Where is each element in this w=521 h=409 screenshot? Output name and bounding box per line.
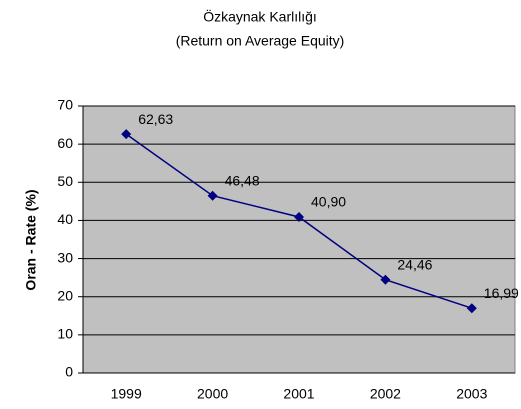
y-tick-label: 30 xyxy=(57,249,73,265)
x-tick-label: 2001 xyxy=(283,386,314,402)
y-tick-label: 50 xyxy=(57,173,73,189)
x-tick-label: 2003 xyxy=(456,386,487,402)
value-label: 40,90 xyxy=(311,194,346,210)
y-tick-label: 10 xyxy=(57,326,73,342)
x-tick-label: 1999 xyxy=(111,386,142,402)
chart-subtitle: (Return on Average Equity) xyxy=(176,33,345,49)
chart-title: Özkaynak Karlılığı xyxy=(203,8,317,25)
point xyxy=(294,211,304,222)
value-label: 62,63 xyxy=(138,111,173,127)
y-axis-label: Oran - Rate (%) xyxy=(23,189,39,290)
y-tick-label: 60 xyxy=(57,135,73,151)
point xyxy=(466,303,477,314)
value-label: 24,46 xyxy=(397,256,432,272)
y-tick-label: 0 xyxy=(65,364,73,380)
x-tick-label: 2000 xyxy=(197,386,228,402)
point xyxy=(121,129,132,140)
y-tick-label: 20 xyxy=(57,287,73,303)
plot-area xyxy=(82,105,516,374)
point xyxy=(207,190,218,201)
value-label: 16,99 xyxy=(484,285,519,301)
point xyxy=(380,274,391,285)
y-tick-label: 70 xyxy=(57,97,73,113)
value-label: 46,48 xyxy=(225,172,260,188)
y-tick-label: 40 xyxy=(57,211,73,227)
x-tick-label: 2002 xyxy=(370,386,401,402)
